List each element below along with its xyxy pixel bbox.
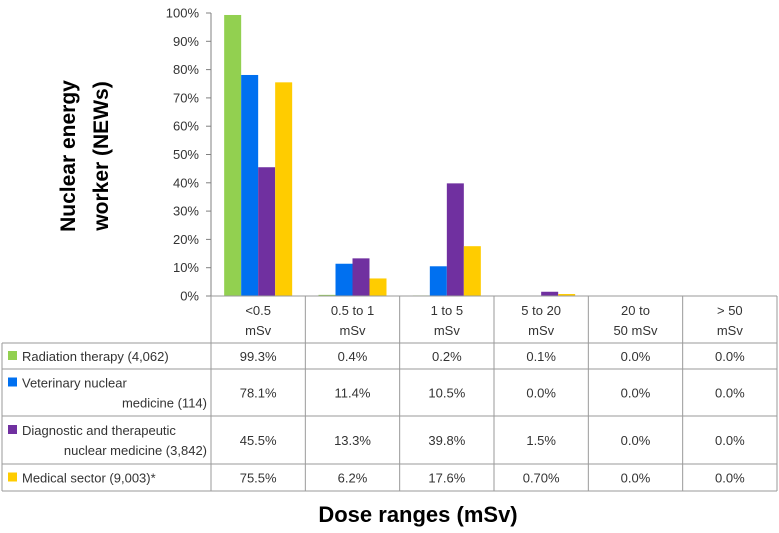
legend-swatch <box>8 425 17 434</box>
table-cell: 45.5% <box>240 433 277 448</box>
table-cell: 0.70% <box>523 471 560 486</box>
y-tick-label: 60% <box>173 119 199 134</box>
x-tick-label: mSv <box>245 323 272 338</box>
legend-label: Radiation therapy (4,062) <box>22 349 169 364</box>
bar <box>429 266 447 296</box>
y-tick-label: 70% <box>173 90 199 105</box>
table-cell: 0.1% <box>526 349 556 364</box>
x-tick-label: > 50 <box>717 303 743 318</box>
legend-label: nuclear medicine (3,842) <box>64 443 207 458</box>
x-tick-label: mSv <box>717 323 744 338</box>
y-axis-title: Nuclear energy worker (NEWs) <box>57 80 113 232</box>
legend-label: medicine (114) <box>122 396 207 411</box>
table-cell: 6.2% <box>338 471 368 486</box>
bar <box>258 167 276 296</box>
bar <box>241 74 259 297</box>
y-tick-label: 90% <box>173 34 199 49</box>
table-cell: 0.0% <box>715 433 745 448</box>
table-cell: 0.0% <box>621 433 651 448</box>
y-tick-label: 30% <box>173 204 199 219</box>
y-tick-label: 20% <box>173 232 199 247</box>
table-cell: 0.0% <box>621 349 651 364</box>
x-tick-label: 1 to 5 <box>431 303 464 318</box>
x-tick-label: mSv <box>340 323 367 338</box>
table-cell: 0.2% <box>432 349 462 364</box>
table-cell: 0.0% <box>526 386 556 401</box>
table-cell: 17.6% <box>428 471 465 486</box>
table-cell: 10.5% <box>428 386 465 401</box>
bar <box>335 263 353 296</box>
legend-label: Medical sector (9,003)* <box>22 471 156 486</box>
x-tick-label: 50 mSv <box>613 323 658 338</box>
x-tick-label: <0.5 <box>245 303 271 318</box>
table-cell: 99.3% <box>240 349 277 364</box>
bar <box>318 294 336 296</box>
table-cell: 78.1% <box>240 386 277 401</box>
x-tick-label: 5 to 20 <box>521 303 561 318</box>
legend-label: Veterinary nuclear <box>22 376 127 391</box>
x-axis-title: Dose ranges (mSv) <box>318 502 517 527</box>
bar <box>275 82 293 297</box>
table-cell: 0.0% <box>715 349 745 364</box>
y-tick-label: 80% <box>173 62 199 77</box>
legend-label: Diagnostic and therapeutic <box>22 423 176 438</box>
x-tick-label: 0.5 to 1 <box>331 303 374 318</box>
y-axis-title-text: Nuclear energy worker (NEWs) <box>57 80 113 232</box>
table-cell: 39.8% <box>428 433 465 448</box>
y-tick-label: 100% <box>166 6 200 21</box>
table-cell: 0.4% <box>338 349 368 364</box>
legend-swatch <box>8 472 17 482</box>
table-cell: 11.4% <box>335 386 371 401</box>
y-tick-label: 10% <box>173 260 199 275</box>
table-cell: 0.0% <box>715 386 745 401</box>
y-tick-label: 50% <box>173 147 199 162</box>
y-tick-label: 40% <box>173 175 199 190</box>
bar <box>352 258 370 296</box>
data-table: <0.5 mSv 0.5 to 1 mSv 1 to 5 mSv 5 to 20 mSv 20 … <box>1 295 778 492</box>
legend-swatch <box>8 377 17 387</box>
bar <box>224 14 242 297</box>
x-tick-label: 20 to <box>621 303 650 318</box>
table-cell: 0.0% <box>621 386 651 401</box>
x-tick-label: mSv <box>528 323 555 338</box>
table-cell: 0.0% <box>715 471 745 486</box>
x-tick-label: mSv <box>434 323 461 338</box>
bars <box>224 14 576 297</box>
bar <box>369 278 387 296</box>
table-cell: 0.0% <box>621 471 651 486</box>
bar <box>446 183 464 296</box>
bar <box>541 291 559 296</box>
bar <box>463 246 481 296</box>
bar <box>558 294 576 296</box>
table-cell: 13.3% <box>334 433 371 448</box>
y-axis-ticks: 0% 10% 20% 30% 40% 50% 60% 70% 80% 90% 100% <box>166 6 212 304</box>
y-tick-label: 0% <box>180 289 199 304</box>
table-cell: 1.5% <box>526 433 556 448</box>
table-cell: 75.5% <box>240 471 277 486</box>
legend-swatch <box>8 351 17 360</box>
